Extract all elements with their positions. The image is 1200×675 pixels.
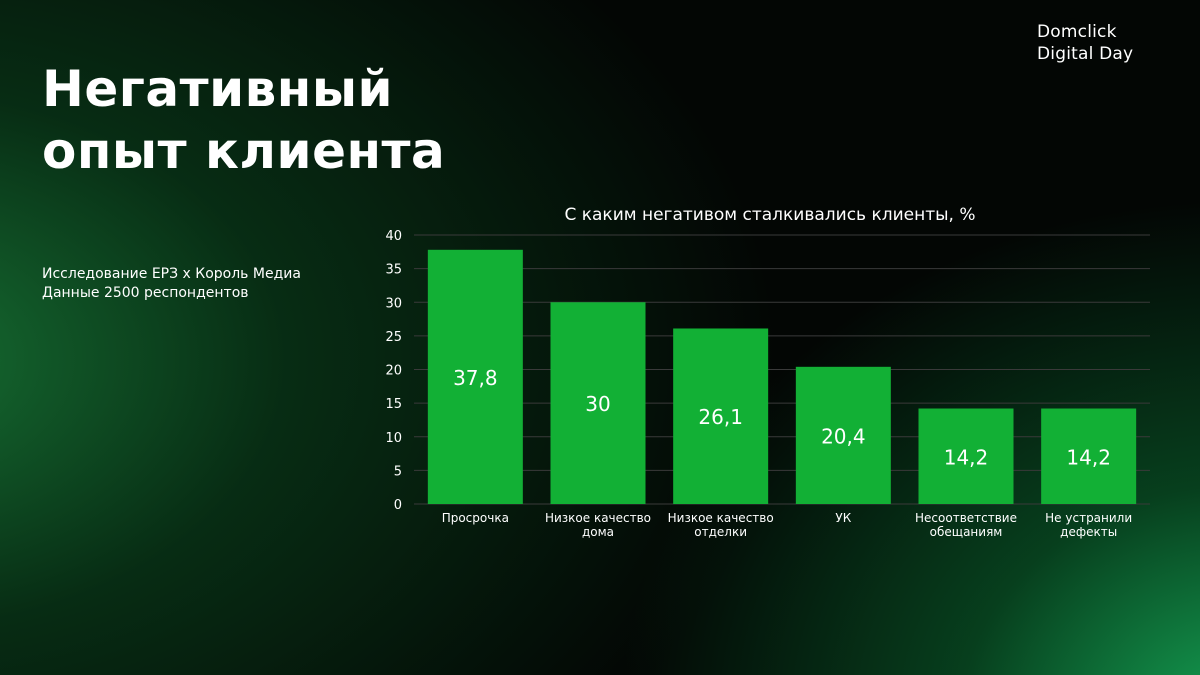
y-tick-label: 40 bbox=[385, 229, 402, 244]
bar-value-label: 37,8 bbox=[453, 366, 498, 390]
bar bbox=[550, 302, 646, 504]
brand-logo: Domclick Digital Day bbox=[1037, 21, 1133, 65]
bar-value-label: 26,1 bbox=[698, 405, 743, 429]
source-note: Исследование ЕРЗ x Король Медиа Данные 2… bbox=[42, 265, 301, 303]
brand-line-1: Domclick bbox=[1037, 22, 1117, 42]
x-category-label: Не устранили bbox=[1045, 511, 1132, 525]
bar bbox=[1041, 408, 1137, 504]
page-title: Негативный опыт клиента bbox=[42, 58, 642, 182]
bar-value-label: 20,4 bbox=[821, 424, 866, 448]
y-tick-label: 25 bbox=[385, 330, 402, 345]
bar bbox=[673, 328, 769, 504]
chart-title: С каким негативом сталкивались клиенты, … bbox=[564, 205, 976, 225]
source-line-2: Данные 2500 респондентов bbox=[42, 285, 249, 301]
y-tick-label: 0 bbox=[394, 498, 402, 513]
y-tick-label: 30 bbox=[385, 296, 402, 311]
x-category-label: Низкое качество bbox=[545, 511, 651, 525]
y-tick-label: 35 bbox=[385, 263, 402, 278]
x-category-label: отделки bbox=[694, 525, 747, 539]
x-category-label: дома bbox=[582, 525, 614, 539]
y-tick-label: 15 bbox=[385, 397, 402, 412]
y-tick-label: 20 bbox=[385, 364, 402, 379]
x-category-label: Просрочка bbox=[442, 511, 509, 525]
bar-value-label: 30 bbox=[585, 392, 610, 416]
bar bbox=[918, 408, 1014, 504]
page-title-line-2: опыт клиента bbox=[42, 122, 446, 180]
source-line-1: Исследование ЕРЗ x Король Медиа bbox=[42, 266, 301, 282]
page-title-line-1: Негативный bbox=[42, 60, 394, 118]
x-category-label: УК bbox=[835, 511, 851, 525]
bar bbox=[795, 366, 891, 504]
x-category-label: Несоответствие bbox=[915, 511, 1017, 525]
bar-value-label: 14,2 bbox=[944, 445, 989, 469]
bar bbox=[427, 249, 523, 504]
brand-line-2: Digital Day bbox=[1037, 44, 1134, 64]
x-category-label: дефекты bbox=[1060, 525, 1117, 539]
y-tick-label: 5 bbox=[394, 464, 402, 479]
x-category-label: обещаниям bbox=[930, 525, 1003, 539]
y-tick-label: 10 bbox=[385, 431, 402, 446]
x-category-label: Низкое качество bbox=[668, 511, 774, 525]
bar-value-label: 14,2 bbox=[1066, 445, 1111, 469]
